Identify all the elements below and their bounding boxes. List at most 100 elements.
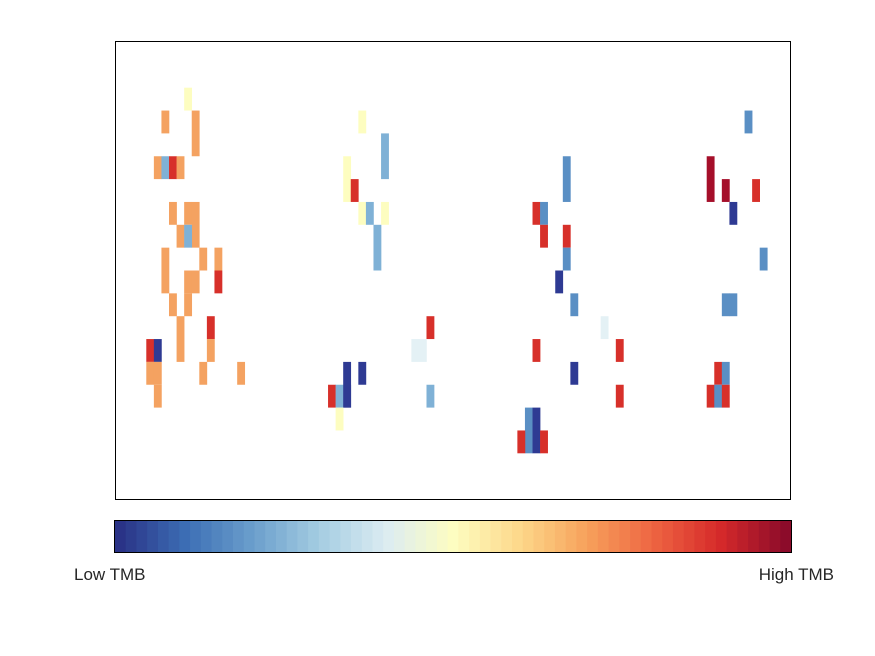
colorbar-step: [597, 521, 609, 552]
colorbar-step: [726, 521, 738, 552]
heatmap-cell: [706, 384, 715, 408]
colorbar-step: [512, 521, 524, 552]
colorbar-step: [737, 521, 749, 552]
heatmap-cell: [358, 201, 367, 225]
heatmap-cell: [176, 156, 185, 180]
heatmap-svg: [146, 87, 768, 454]
heatmap-cell: [729, 201, 738, 225]
heatmap-cell: [373, 224, 382, 271]
colorbar-step: [748, 521, 760, 552]
colorbar-step: [447, 521, 459, 552]
colorbar-step: [351, 521, 363, 552]
colorbar-low-label: Low TMB: [74, 565, 146, 584]
heatmap-cell: [343, 384, 352, 408]
heatmap-cell: [381, 133, 389, 180]
heatmap-cell: [206, 339, 215, 362]
heatmap-cell: [752, 179, 760, 202]
heatmap-cell: [714, 361, 723, 385]
colorbar-step: [286, 521, 298, 552]
heatmap-cell: [615, 339, 624, 362]
colorbar-step: [147, 521, 159, 552]
heatmap-cell: [169, 293, 177, 317]
colorbar-step: [662, 521, 674, 552]
heatmap-cell: [169, 201, 177, 225]
heatmap-cell: [161, 110, 170, 134]
heatmap-cell: [176, 316, 185, 362]
colorbar-svg: [115, 521, 791, 552]
colorbar-step: [200, 521, 212, 552]
heatmap-cell: [169, 156, 177, 180]
colorbar-step: [640, 521, 652, 552]
heatmap-cell: [161, 247, 170, 294]
heatmap-cell: [721, 293, 730, 317]
colorbar-step: [458, 521, 470, 552]
colorbar-step: [415, 521, 427, 552]
heatmap-cell: [418, 339, 427, 362]
colorbar-step: [565, 521, 577, 552]
colorbar-high-label: High TMB: [758, 565, 834, 584]
colorbar-step: [254, 521, 266, 552]
heatmap-cell: [191, 270, 200, 294]
heatmap-cell: [570, 293, 579, 317]
colorbar-step: [318, 521, 330, 552]
heatmap-cell: [426, 384, 435, 408]
colorbar-step: [125, 521, 137, 552]
heatmap-cell: [153, 339, 162, 362]
colorbar-step: [190, 521, 202, 552]
heatmap-cell: [600, 316, 609, 340]
colorbar-step: [522, 521, 534, 552]
colorbar-step: [705, 521, 717, 552]
colorbar-step: [404, 521, 416, 552]
heatmap-cell: [744, 110, 753, 134]
heatmap-cell: [524, 407, 533, 454]
colorbar-step: [630, 521, 642, 552]
heatmap-cell: [729, 293, 738, 317]
heatmap-cell: [184, 293, 193, 317]
heatmap-cell: [411, 339, 420, 362]
colorbar: [114, 520, 792, 553]
colorbar-step: [211, 521, 223, 552]
heatmap-cell: [562, 224, 571, 248]
heatmap-plot-area: [115, 41, 791, 500]
colorbar-step: [694, 521, 706, 552]
heatmap-cell: [146, 339, 155, 362]
colorbar-step: [769, 521, 781, 552]
colorbar-step: [780, 521, 791, 552]
heatmap-cell: [540, 430, 548, 454]
heatmap-cell: [381, 201, 389, 225]
colorbar-step: [436, 521, 449, 552]
colorbar-step: [168, 521, 180, 552]
heatmap-cell: [358, 110, 367, 134]
colorbar-step: [243, 521, 255, 552]
heatmap-cell: [350, 179, 359, 202]
colorbar-step: [426, 521, 438, 552]
heatmap-cell: [759, 247, 768, 271]
heatmap-cell: [184, 87, 193, 111]
heatmap-cell: [191, 110, 200, 157]
heatmap-cell: [176, 224, 185, 248]
heatmap-cell: [214, 270, 223, 294]
heatmap-cell: [721, 179, 730, 202]
heatmap-cell: [570, 361, 579, 385]
colorbar-step: [533, 521, 545, 552]
heatmap-cell: [426, 316, 435, 340]
heatmap-cell: [199, 361, 208, 385]
heatmap-cell: [562, 156, 571, 202]
colorbar-step: [265, 521, 277, 552]
colorbar-step: [544, 521, 556, 552]
heatmap-cell: [335, 407, 344, 431]
colorbar-step: [233, 521, 245, 552]
heatmap-cell: [153, 156, 162, 180]
heatmap-cell: [714, 384, 723, 408]
heatmap-cell: [184, 270, 193, 294]
colorbar-step: [619, 521, 631, 552]
heatmap-cell: [532, 339, 541, 362]
heatmap-cell: [365, 201, 374, 225]
colorbar-step: [672, 521, 685, 552]
heatmap-cell: [191, 201, 200, 248]
heatmap-cell: [555, 270, 564, 294]
colorbar-step: [179, 521, 191, 552]
colorbar-step: [758, 521, 770, 552]
colorbar-step: [157, 521, 170, 552]
colorbar-step: [115, 521, 127, 552]
